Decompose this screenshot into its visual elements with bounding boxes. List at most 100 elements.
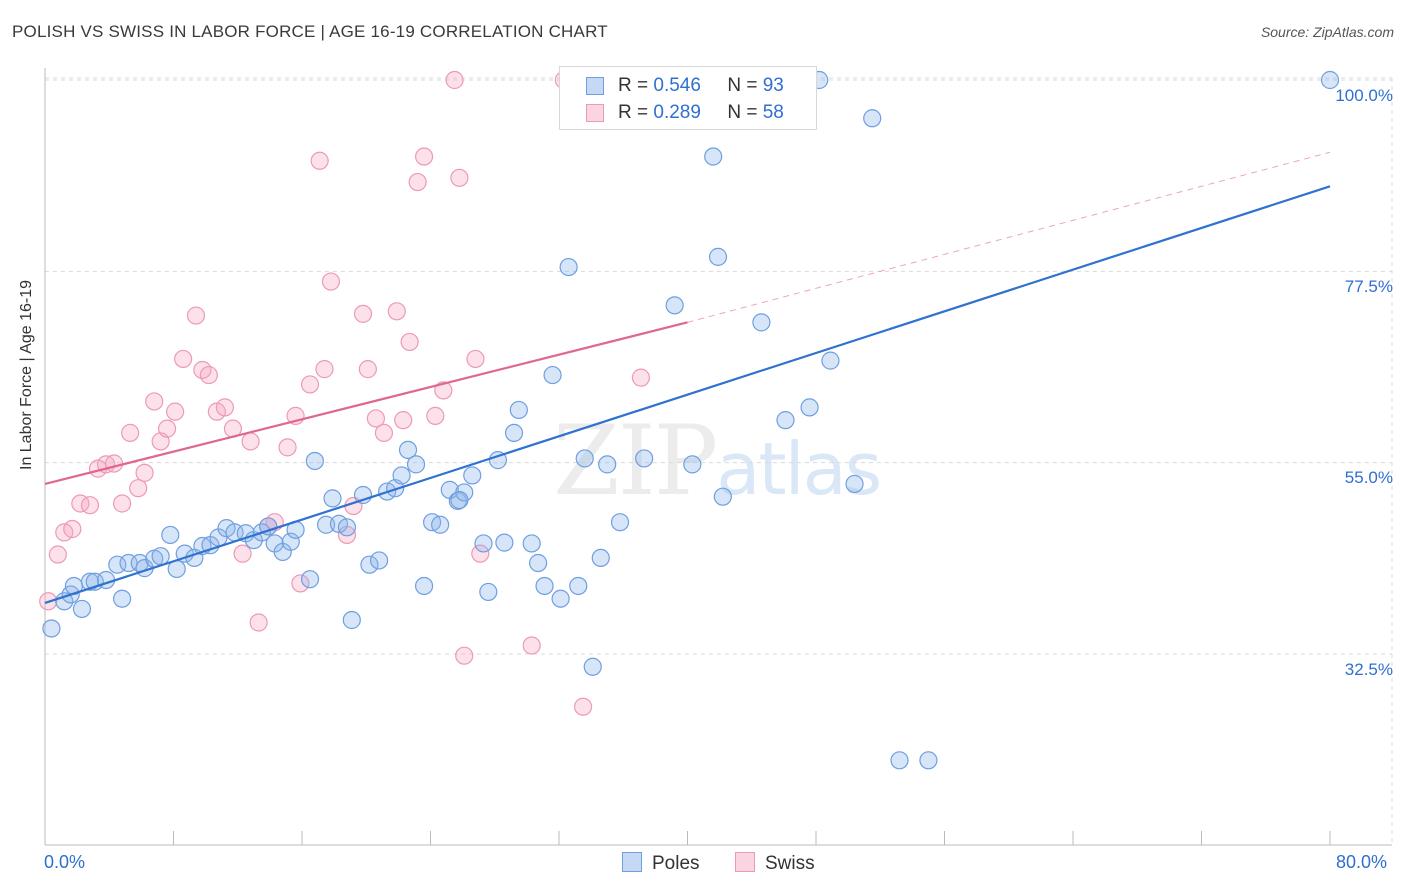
swiss-point bbox=[63, 519, 82, 539]
swiss-point bbox=[241, 432, 260, 451]
swiss-point bbox=[112, 494, 132, 513]
poles-point bbox=[323, 489, 342, 508]
poles-point bbox=[504, 423, 524, 443]
poles-point bbox=[342, 610, 361, 630]
poles-n-value: 93 bbox=[762, 75, 784, 96]
swiss-point bbox=[522, 636, 541, 655]
poles-n-label: N = bbox=[727, 75, 758, 96]
poles-trend-line bbox=[44, 185, 1331, 605]
poles-point bbox=[529, 553, 548, 573]
poles-point bbox=[463, 466, 482, 485]
swiss-point bbox=[129, 479, 148, 498]
poles-point bbox=[414, 576, 434, 596]
poles-point bbox=[575, 449, 594, 468]
swiss-point bbox=[157, 419, 177, 438]
poles-point bbox=[598, 455, 617, 474]
swiss-point bbox=[573, 697, 593, 716]
poles-point bbox=[845, 474, 864, 494]
poles-point bbox=[450, 490, 469, 510]
swiss-legend-label: Swiss bbox=[765, 853, 815, 874]
swiss-point bbox=[310, 151, 329, 170]
swiss-point bbox=[445, 70, 464, 90]
x-tick-label: 80.0% bbox=[1336, 852, 1388, 872]
poles-r-label: R = bbox=[618, 75, 649, 96]
poles-point bbox=[708, 247, 728, 266]
swiss-point bbox=[631, 368, 651, 387]
poles-points bbox=[42, 70, 1340, 770]
watermark: ZIPatlas bbox=[553, 405, 882, 517]
poles-point bbox=[360, 555, 379, 574]
poles-point bbox=[474, 534, 493, 553]
swiss-point bbox=[321, 272, 341, 291]
poles-point bbox=[479, 582, 498, 602]
bottom-legend-poles: Poles bbox=[622, 852, 700, 875]
poles-point bbox=[583, 657, 602, 676]
poles-point bbox=[300, 570, 320, 589]
poles-point bbox=[800, 398, 819, 417]
y-tick-label: 32.5% bbox=[1344, 660, 1393, 679]
swiss-point bbox=[387, 302, 406, 321]
poles-point bbox=[559, 257, 578, 277]
trend-lines bbox=[44, 151, 1331, 605]
swiss-point bbox=[48, 545, 67, 564]
poles-point bbox=[569, 576, 588, 596]
poles-point bbox=[72, 599, 92, 619]
swiss-legend-swatch bbox=[735, 852, 755, 872]
poles-point bbox=[752, 313, 771, 332]
poles-point bbox=[42, 619, 61, 638]
poles-point bbox=[522, 534, 541, 553]
watermark-atlas: atlas bbox=[716, 427, 882, 511]
swiss-point bbox=[300, 375, 320, 394]
swiss-point bbox=[80, 496, 100, 515]
swiss-point bbox=[374, 423, 394, 443]
poles-point bbox=[821, 351, 840, 370]
poles-point bbox=[398, 440, 418, 460]
poles-point bbox=[431, 515, 450, 534]
swiss-point bbox=[358, 360, 377, 379]
source-label: Source: ZipAtlas.com bbox=[1260, 24, 1394, 40]
swiss-r-value: 0.289 bbox=[653, 102, 701, 123]
swiss-point bbox=[408, 172, 427, 192]
swiss-point bbox=[366, 409, 385, 428]
poles-point bbox=[281, 532, 300, 551]
swiss-point bbox=[199, 365, 218, 385]
swiss-point bbox=[186, 306, 206, 325]
poles-point bbox=[161, 525, 180, 545]
poles-point bbox=[610, 513, 630, 532]
swiss-point bbox=[434, 381, 453, 400]
poles-point bbox=[543, 365, 562, 385]
swiss-point bbox=[278, 438, 297, 457]
swiss-point bbox=[471, 544, 490, 563]
swiss-point bbox=[104, 454, 124, 473]
poles-point bbox=[112, 589, 132, 608]
poles-point bbox=[406, 455, 426, 474]
poles-point bbox=[535, 576, 554, 596]
poles-point bbox=[704, 147, 723, 166]
y-tick-label: 77.5% bbox=[1344, 277, 1393, 296]
swiss-point bbox=[174, 349, 193, 369]
poles-point bbox=[890, 751, 909, 770]
swiss-trend-line bbox=[44, 321, 688, 485]
swiss-point bbox=[249, 613, 268, 632]
poles-point bbox=[713, 487, 732, 506]
swiss-point bbox=[315, 360, 334, 379]
swiss-point bbox=[414, 147, 434, 166]
swiss-trend-extension bbox=[687, 151, 1331, 323]
chart-title: POLISH VS SWISS IN LABOR FORCE | AGE 16-… bbox=[12, 22, 608, 41]
swiss-point bbox=[135, 463, 154, 482]
poles-point bbox=[151, 547, 170, 566]
stats-legend: R = 0.546 N = 93 R = 0.289 N = 58 bbox=[559, 66, 817, 130]
axes bbox=[44, 68, 1392, 846]
swiss-point bbox=[145, 392, 164, 411]
y-tick-label: 100.0% bbox=[1335, 86, 1393, 105]
poles-point bbox=[635, 449, 654, 468]
swiss-point bbox=[466, 349, 485, 369]
swiss-swatch bbox=[586, 104, 604, 122]
swiss-point bbox=[353, 304, 373, 323]
swiss-point bbox=[121, 423, 140, 443]
bottom-legend-swiss: Swiss bbox=[735, 852, 815, 875]
swiss-point bbox=[215, 398, 234, 417]
poles-point bbox=[551, 589, 570, 608]
poles-legend-swatch bbox=[622, 852, 642, 872]
